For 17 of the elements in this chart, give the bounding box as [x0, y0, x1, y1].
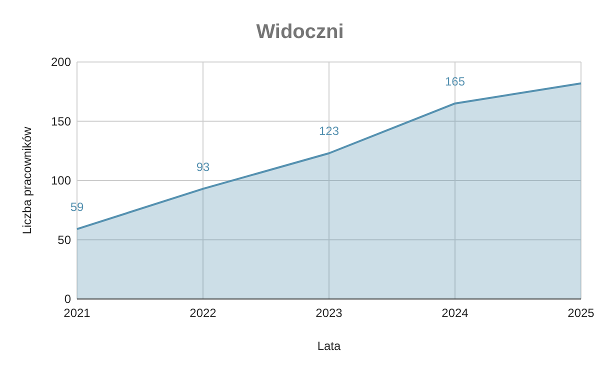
y-tick-label: 50 — [58, 232, 72, 247]
x-tick-label: 2022 — [190, 306, 217, 320]
data-label: 165 — [444, 74, 466, 88]
x-tick-label: 2025 — [568, 306, 595, 320]
y-axis-title: Liczba pracowników — [20, 126, 34, 234]
y-tick-label: 0 — [64, 292, 72, 306]
x-axis-title: Lata — [317, 339, 341, 353]
data-label: 59 — [70, 200, 84, 214]
y-tick-label: 200 — [50, 55, 72, 70]
y-tick-label: 100 — [50, 174, 72, 188]
y-tick-label: 150 — [50, 114, 72, 128]
x-tick-label: 2023 — [316, 306, 343, 320]
x-tick-label: 2021 — [64, 306, 91, 320]
x-tick-label: 2024 — [442, 306, 469, 320]
chart-title: Widoczni — [256, 21, 344, 43]
data-label: 123 — [318, 124, 340, 138]
data-label: 93 — [196, 160, 210, 174]
